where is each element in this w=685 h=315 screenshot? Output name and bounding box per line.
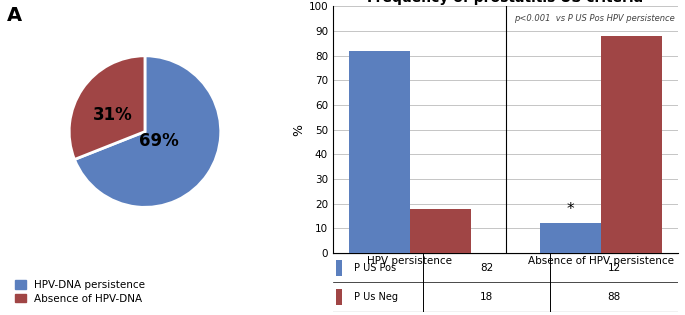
Text: 88: 88 <box>608 292 621 302</box>
Bar <box>349 51 410 253</box>
Title: Frequency of prostatitis US criteria: Frequency of prostatitis US criteria <box>367 0 644 5</box>
FancyBboxPatch shape <box>336 289 342 305</box>
Text: A: A <box>7 6 22 25</box>
Text: P Us Neg: P Us Neg <box>353 292 397 302</box>
Text: P US Pos: P US Pos <box>353 263 396 273</box>
Text: 18: 18 <box>480 292 493 302</box>
Text: 31%: 31% <box>93 106 133 124</box>
Wedge shape <box>75 56 221 207</box>
Text: B: B <box>299 0 313 1</box>
Y-axis label: %: % <box>292 124 306 136</box>
Legend: HPV-DNA persistence, Absence of HPV-DNA: HPV-DNA persistence, Absence of HPV-DNA <box>12 277 148 306</box>
Text: p<0.001  vs P US Pos HPV persistence: p<0.001 vs P US Pos HPV persistence <box>514 14 675 23</box>
Bar <box>540 223 601 253</box>
Text: 82: 82 <box>480 263 493 273</box>
Bar <box>410 209 471 253</box>
Text: *: * <box>566 202 575 217</box>
Bar <box>601 36 662 253</box>
Text: 12: 12 <box>608 263 621 273</box>
Wedge shape <box>69 56 145 159</box>
Text: 69%: 69% <box>139 132 179 150</box>
FancyBboxPatch shape <box>336 260 342 276</box>
